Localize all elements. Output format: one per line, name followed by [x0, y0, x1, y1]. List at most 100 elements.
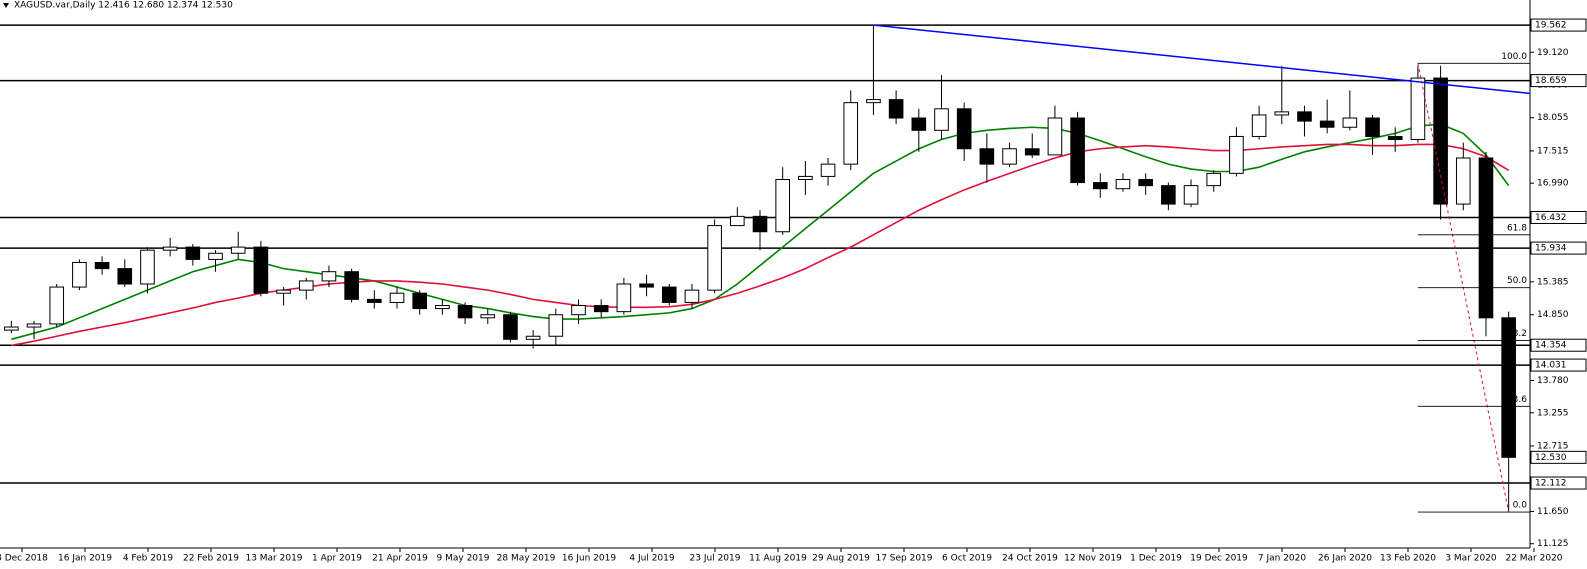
candle-body: [1138, 178, 1153, 187]
y-tick-label: 19.120: [1537, 48, 1569, 58]
candle-body: [639, 283, 654, 288]
x-tick-label: 19 Dec 2019: [1190, 554, 1248, 564]
level-label: 12.112: [1535, 479, 1567, 489]
fib-label: 100.0: [1501, 52, 1527, 62]
x-tick-label: 16 Jan 2019: [58, 554, 112, 564]
candle-body: [775, 178, 790, 233]
candle-body: [298, 280, 314, 291]
candle-body: [253, 246, 269, 294]
candle-body: [752, 215, 768, 233]
candle-body: [140, 249, 155, 285]
candle-body: [49, 286, 65, 325]
chart-title: XAGUSD.var,Daily 12.416 12.680 12.374 12…: [14, 1, 233, 11]
y-tick-label: 12.715: [1537, 441, 1569, 451]
x-tick-label: 4 Jul 2019: [629, 554, 674, 564]
level-label-box: [1530, 18, 1587, 32]
candle-body: [888, 99, 904, 119]
level-label: 14.354: [1535, 341, 1567, 351]
candle-body: [820, 163, 836, 177]
candle-body: [1342, 117, 1358, 128]
candle-body: [412, 292, 428, 310]
x-tick-label: 12 Nov 2019: [1064, 554, 1122, 564]
x-tick-label: 16 Jun 2019: [562, 554, 616, 564]
level-label-box: [1530, 358, 1587, 372]
candle-body: [843, 102, 859, 165]
level-label-box: [1530, 210, 1587, 224]
candle-body: [956, 108, 972, 150]
candle-body: [480, 314, 496, 319]
x-tick-label: 21 Apr 2019: [372, 554, 428, 564]
x-tick-label: 13 Mar 2019: [245, 554, 302, 564]
candle-body: [1365, 117, 1380, 137]
candle-body: [1274, 111, 1290, 116]
candle-body: [457, 305, 473, 319]
candle-body: [1024, 148, 1040, 156]
x-tick-label: 1 Apr 2019: [312, 554, 362, 564]
candle-body: [798, 175, 813, 180]
candle-body: [1297, 111, 1312, 122]
candle-body: [208, 252, 223, 260]
candle-body: [1455, 157, 1471, 205]
candle-body: [661, 286, 677, 303]
fib-label: 50.0: [1507, 276, 1527, 286]
y-tick-label: 11.125: [1537, 539, 1569, 549]
candle-body: [593, 305, 609, 313]
candle-body: [344, 271, 359, 300]
level-label: 14.031: [1535, 361, 1567, 371]
candle-body: [1161, 185, 1176, 205]
level-label-box: [1530, 338, 1587, 352]
x-tick-label: 24 Oct 2019: [1002, 554, 1058, 564]
y-tick-label: 17.515: [1537, 146, 1569, 156]
candle-body: [321, 271, 337, 282]
candle-body: [1433, 77, 1448, 205]
x-tick-label: 17 Sep 2019: [875, 554, 932, 564]
candle-body: [162, 246, 178, 251]
candle-body: [1047, 117, 1063, 156]
fib-label: 38.2: [1507, 329, 1527, 339]
x-tick-label: 6 Oct 2019: [942, 554, 992, 564]
x-tick-label: 22 Mar 2020: [1505, 554, 1562, 564]
current-price-box: [1530, 450, 1587, 464]
candle-body: [730, 215, 745, 227]
candle-body: [367, 298, 382, 303]
candle-body: [525, 335, 541, 340]
candle-body: [389, 292, 405, 303]
candle-body: [435, 305, 450, 310]
current-price-label: 12.530: [1535, 453, 1567, 463]
candle-body: [548, 314, 564, 337]
y-tick-label: 14.850: [1537, 310, 1569, 320]
y-tick-label: 15.385: [1537, 277, 1569, 287]
x-tick-label: 8 Dec 2018: [0, 554, 48, 564]
candle-body: [276, 289, 291, 294]
candle-body: [26, 323, 42, 328]
x-tick-label: 7 Jan 2020: [1258, 554, 1306, 564]
candle-body: [1229, 135, 1244, 174]
candle-body: [979, 148, 995, 165]
candle-body: [571, 305, 586, 316]
candle-body: [4, 326, 19, 331]
x-tick-label: 22 Feb 2019: [183, 554, 239, 564]
level-label-box: [1530, 74, 1587, 88]
candle-body: [94, 261, 110, 270]
level-label-box: [1530, 476, 1587, 490]
x-tick-label: 9 May 2019: [437, 554, 490, 564]
candle-body: [1319, 120, 1335, 128]
candle-body: [72, 261, 87, 288]
candle-body: [1410, 77, 1426, 141]
candle-body: [1206, 172, 1222, 187]
x-tick-label: 13 Feb 2020: [1380, 554, 1436, 564]
level-label: 19.562: [1535, 21, 1567, 31]
candle-body: [230, 246, 246, 254]
candle-body: [1092, 182, 1108, 190]
x-tick-label: 29 Aug 2019: [812, 554, 870, 564]
candle-body: [1251, 114, 1267, 137]
candle-body: [707, 225, 722, 291]
x-tick-label: 23 Jul 2019: [690, 554, 741, 564]
candle-body: [1501, 317, 1516, 458]
level-label-box: [1530, 241, 1587, 255]
fib-label: 61.8: [1507, 223, 1527, 233]
x-tick-label: 3 Mar 2020: [1445, 554, 1497, 564]
candle-body: [684, 289, 700, 303]
candle-body: [866, 99, 881, 104]
level-label: 16.432: [1535, 213, 1567, 223]
